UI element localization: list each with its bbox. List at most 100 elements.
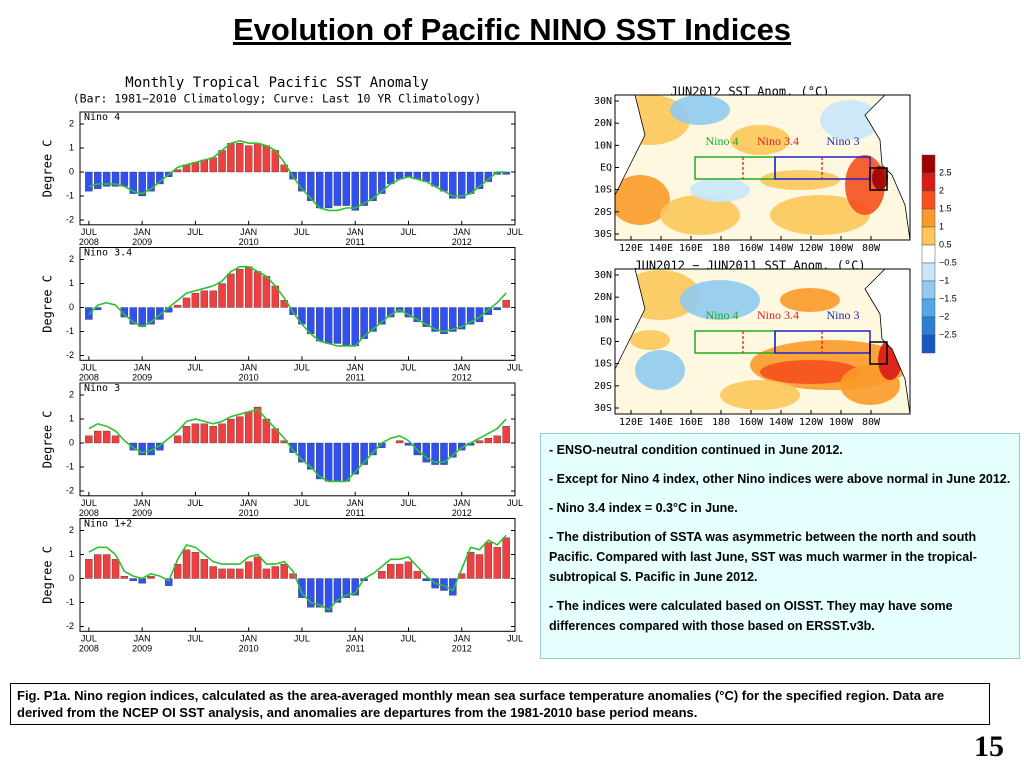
y-tick-label: 0	[69, 166, 74, 176]
bar	[138, 307, 146, 327]
bullet: - Except for Nino 4 index, other Nino in…	[549, 472, 1011, 486]
bar	[307, 307, 315, 335]
x-tick-year: 2012	[452, 644, 472, 654]
bar	[218, 150, 226, 173]
plot-frame	[79, 518, 516, 632]
y-axis-label: Degree C	[41, 411, 55, 469]
bar	[236, 568, 244, 579]
anomaly-patch	[635, 350, 685, 390]
bar	[502, 537, 510, 579]
x-tick-year: 2008	[79, 373, 99, 383]
bar	[94, 430, 102, 444]
bar	[227, 418, 235, 444]
lat-label: 30N	[594, 96, 612, 107]
colorbar-cell	[921, 172, 936, 192]
bar	[209, 290, 217, 308]
lat-label: 20S	[594, 207, 612, 218]
bar	[324, 171, 333, 209]
bar	[200, 423, 208, 444]
lat-label: 20S	[594, 381, 612, 392]
curve	[88, 265, 507, 347]
region-label: Nino 3	[827, 308, 860, 322]
x-tick-year: 2008	[79, 644, 99, 654]
bar	[138, 171, 146, 197]
bar	[475, 171, 484, 189]
colorbar-cell	[921, 154, 936, 174]
lat-label: EQ	[600, 163, 612, 174]
region-label: Nino 4	[706, 134, 739, 148]
bar	[182, 426, 191, 444]
bar	[298, 171, 306, 192]
bar	[493, 307, 501, 311]
x-tick-label: JUL	[294, 498, 310, 508]
y-tick-label: 2	[69, 254, 74, 264]
bar	[102, 171, 111, 187]
x-tick-year: 2012	[452, 373, 472, 383]
nino12-box	[869, 341, 888, 365]
plot-frame	[79, 382, 516, 497]
bar	[147, 575, 155, 579]
lat-label: 20N	[594, 118, 612, 129]
bar	[413, 307, 422, 323]
lat-label: 10N	[594, 140, 612, 151]
x-tick-label: JAN	[453, 634, 470, 644]
bar	[315, 307, 324, 342]
bar	[307, 578, 315, 608]
y-tick-label: -1	[66, 597, 74, 607]
lon-label: 140W	[769, 243, 794, 254]
bar	[209, 566, 217, 579]
y-tick-label: -2	[66, 621, 74, 631]
x-tick-label: JUL	[81, 498, 97, 508]
colorbar-label: 2	[939, 185, 944, 195]
bar	[191, 423, 200, 444]
anomaly-patch	[872, 166, 888, 190]
x-tick-label: JAN	[134, 634, 151, 644]
anomaly-patch	[730, 125, 790, 155]
y-tick-label: 0	[69, 302, 74, 312]
region-label: Nino 3	[827, 134, 860, 148]
x-tick-year: 2009	[132, 644, 152, 654]
bullet: - ENSO-neutral condition continued in Ju…	[549, 443, 843, 457]
bar	[262, 568, 271, 579]
bar	[493, 547, 501, 579]
bar	[165, 578, 173, 586]
bar	[85, 307, 93, 320]
bar	[324, 442, 333, 482]
lon-label: 80W	[862, 417, 881, 428]
y-tick-label: 2	[69, 525, 74, 535]
x-tick-label: JUL	[294, 634, 310, 644]
y-tick-label: -2	[66, 485, 74, 495]
x-tick-label: JUL	[187, 634, 203, 644]
bar	[369, 171, 377, 201]
bar	[360, 171, 368, 206]
bar	[289, 442, 297, 453]
bar	[413, 442, 422, 456]
bar	[351, 307, 359, 347]
colorbar-label: −1.5	[939, 293, 957, 303]
bar	[182, 297, 191, 308]
bar	[173, 435, 182, 444]
bar	[466, 551, 475, 579]
chart-title: Monthly Tropical Pacific SST Anomaly	[125, 75, 428, 91]
x-tick-year: 2011	[346, 237, 365, 247]
anomaly-patch	[680, 280, 760, 320]
lat-label: 30S	[594, 403, 612, 414]
anomaly-patch	[820, 100, 880, 140]
x-tick-label: JUL	[81, 363, 97, 373]
lon-label: 120W	[799, 417, 824, 428]
curve	[88, 408, 507, 483]
colorbar-cell	[921, 316, 936, 336]
y-tick-label: -1	[66, 326, 74, 336]
lat-label: 20N	[594, 292, 612, 303]
bar	[342, 307, 351, 347]
bar	[298, 578, 306, 598]
x-tick-label: JAN	[134, 498, 151, 508]
colorbar-cell	[921, 298, 936, 318]
colorbar-cell	[921, 190, 936, 210]
bar	[440, 171, 448, 192]
bar	[236, 268, 244, 308]
x-tick-year: 2009	[132, 508, 152, 518]
bar	[94, 554, 102, 579]
x-tick-label: JUL	[400, 498, 416, 508]
bar	[440, 442, 448, 465]
